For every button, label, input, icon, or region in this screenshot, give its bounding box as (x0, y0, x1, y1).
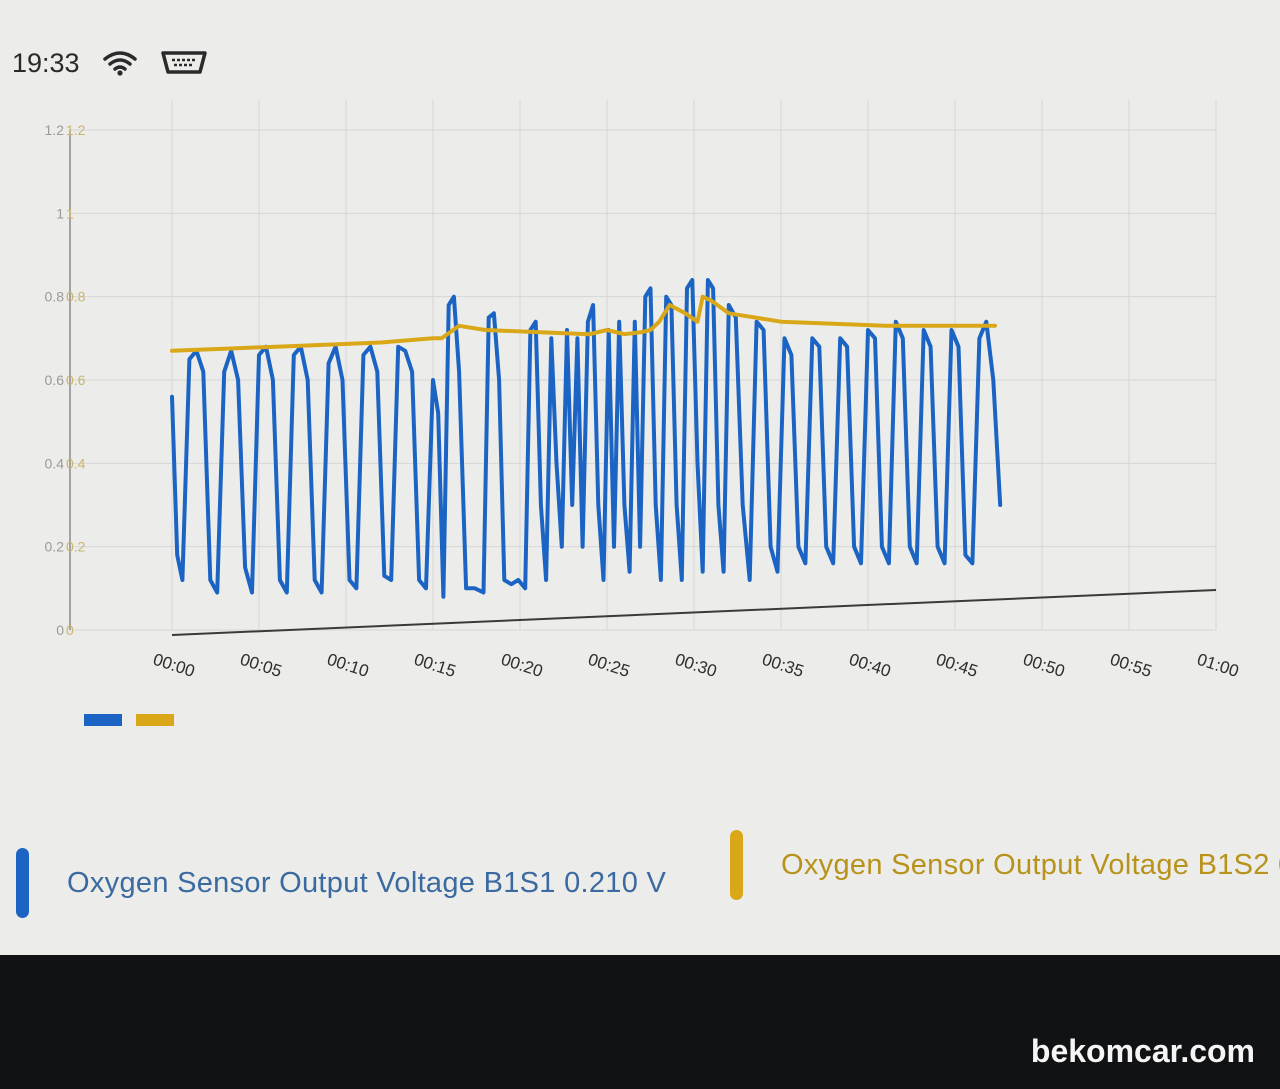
chart-grid (70, 100, 1217, 631)
readout-color-stripe (16, 848, 29, 918)
wifi-icon (102, 49, 138, 77)
series-line-1 (170, 278, 1003, 599)
x-tick-label: 00:40 (847, 650, 893, 681)
x-tick-label: 00:10 (325, 650, 371, 681)
chart-legend (84, 714, 174, 726)
y2-tick-label: 0 (66, 622, 74, 638)
x-tick-label: 00:25 (586, 650, 632, 681)
app-screen: 19:33 00:00 00:05 00:10 00:15 00:20 00:25 00:3… (0, 0, 1280, 955)
watermark: bekomcar.com (1030, 1033, 1255, 1069)
x-tick-label: 00:20 (499, 650, 545, 681)
x-tick-label: 00:00 (151, 650, 197, 681)
x-tick-label: 00:55 (1108, 650, 1154, 681)
y2-tick-label: 1 (66, 205, 74, 221)
readout-card-b1s2[interactable]: Oxygen Sensor Output Voltage B1S2 0 (730, 830, 1280, 900)
y2-tick-label: 0.8 (66, 289, 86, 305)
y-tick-label: 0.4 (45, 455, 65, 471)
x-tick-label: 00:50 (1021, 650, 1067, 681)
readout-card-b1s1[interactable]: Oxygen Sensor Output Voltage B1S1 0.210 … (16, 848, 666, 918)
x-tick-label: 00:30 (673, 650, 719, 681)
y2-tick-label: 0.2 (66, 539, 86, 555)
legend-swatch-series1 (84, 714, 122, 726)
x-axis-line (171, 589, 1217, 636)
x-tick-label: 01:00 (1195, 650, 1241, 681)
x-tick-label: 00:15 (412, 650, 458, 681)
legend-swatch-series2 (136, 714, 174, 726)
readout-label-b1s2: Oxygen Sensor Output Voltage B1S2 0 (781, 848, 1280, 881)
x-tick-label: 00:35 (760, 650, 806, 681)
x-tick-label: 00:45 (934, 650, 980, 681)
y-tick-label: 1 (56, 205, 64, 221)
y-tick-label: 1.2 (45, 122, 65, 138)
status-bar: 19:33 (12, 38, 208, 88)
readout-bar: Oxygen Sensor Output Voltage B1S1 0.210 … (0, 812, 1280, 932)
chart-axes (69, 130, 1217, 636)
y-tick-label: 0 (56, 622, 64, 638)
oxygen-sensor-chart: 00:00 00:05 00:10 00:15 00:20 00:25 00:30 00:35… (45, 100, 1241, 681)
y-tick-label: 0.6 (45, 372, 65, 388)
clock-time: 19:33 (12, 47, 80, 78)
x-tick-label: 00:05 (238, 650, 284, 681)
chart-series (170, 278, 1003, 599)
y2-tick-label: 1.2 (66, 122, 86, 138)
series-line-2 (170, 294, 997, 353)
readout-label-b1s1: Oxygen Sensor Output Voltage B1S1 0.210 … (67, 866, 667, 899)
y2-tick-label: 0.6 (66, 372, 86, 388)
y2-tick-label: 0.4 (66, 455, 86, 471)
readout-color-stripe (730, 830, 743, 900)
y-tick-label: 0.2 (45, 539, 65, 555)
y-tick-label: 0.8 (45, 289, 65, 305)
obd-adapter-icon (160, 50, 208, 76)
